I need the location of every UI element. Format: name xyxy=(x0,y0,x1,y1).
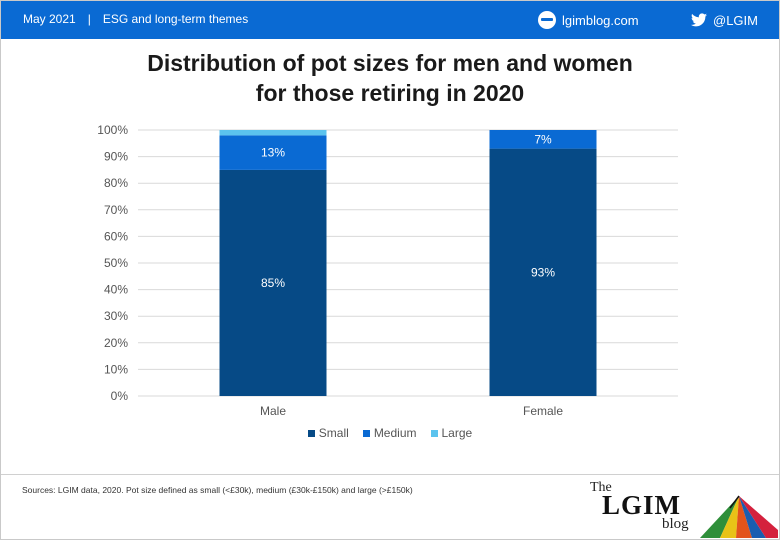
umbrella-logo-icon xyxy=(700,495,778,538)
bar-large-male xyxy=(219,130,327,136)
chart-legend: Small Medium Large xyxy=(0,426,780,440)
header-separator: | xyxy=(87,12,91,26)
header-info: May 2021 | ESG and long-term themes xyxy=(23,12,248,26)
data-label: 7% xyxy=(534,132,552,146)
y-tick-label: 90% xyxy=(104,150,128,164)
legend-item-large: Large xyxy=(430,426,473,440)
chart-title: Distribution of pot sizes for men and wo… xyxy=(0,48,780,108)
chart-title-line-2: for those retiring in 2020 xyxy=(255,80,525,106)
legend-label-medium: Medium xyxy=(373,426,417,440)
footer-divider xyxy=(1,474,779,475)
y-tick-label: 80% xyxy=(104,176,128,190)
data-label: 85% xyxy=(261,276,285,290)
legend-swatch-small xyxy=(307,429,315,437)
x-category-label: Female xyxy=(523,404,563,418)
lgim-blog-logo: The LGIM blog xyxy=(580,478,778,538)
y-tick-label: 50% xyxy=(104,256,128,270)
site-link[interactable]: lgimblog.com xyxy=(538,10,639,30)
stacked-bar-chart: 0% 10% 20% 30% 40% 50% 60% 70% 80% 90% 100% 85% 13% M… xyxy=(97,123,678,418)
data-label: 13% xyxy=(261,146,285,160)
bar-small-female xyxy=(489,148,597,396)
legend-swatch-medium xyxy=(362,429,370,437)
y-tick-label: 10% xyxy=(104,362,128,376)
chart-title-line-1: Distribution of pot sizes for men and wo… xyxy=(147,50,633,76)
y-tick-label: 20% xyxy=(104,336,128,350)
y-tick-label: 100% xyxy=(97,123,128,137)
bar-small-male xyxy=(219,169,327,396)
y-tick-label: 0% xyxy=(111,389,129,403)
header-section: ESG and long-term themes xyxy=(102,12,249,26)
twitter-bird-icon xyxy=(691,13,707,27)
twitter-handle: @LGIM xyxy=(713,12,758,28)
globe-icon xyxy=(538,11,556,29)
y-tick-label: 60% xyxy=(104,229,128,243)
legend-label-large: Large xyxy=(441,426,473,440)
twitter-link[interactable]: @LGIM xyxy=(691,10,758,30)
header-bar: May 2021 | ESG and long-term themes lgimbl… xyxy=(1,1,779,39)
bar-medium-female xyxy=(489,130,597,149)
legend-label-small: Small xyxy=(318,426,349,440)
y-tick-label: 40% xyxy=(104,283,128,297)
bar-medium-male xyxy=(219,135,327,170)
site-label: lgimblog.com xyxy=(562,12,639,28)
logo-the: The xyxy=(590,480,612,495)
source-note: Sources: LGIM data, 2020. Pot size defin… xyxy=(22,485,413,495)
header-date: May 2021 xyxy=(23,12,76,26)
y-tick-label: 70% xyxy=(104,203,128,217)
legend-swatch-large xyxy=(430,429,438,437)
x-category-label: Male xyxy=(260,404,286,418)
legend-item-small: Small xyxy=(307,426,349,440)
y-tick-label: 30% xyxy=(104,309,128,323)
logo-name: LGIM xyxy=(602,490,682,520)
legend-item-medium: Medium xyxy=(362,426,417,440)
data-label: 93% xyxy=(531,265,555,279)
logo-blog: blog xyxy=(662,516,689,532)
